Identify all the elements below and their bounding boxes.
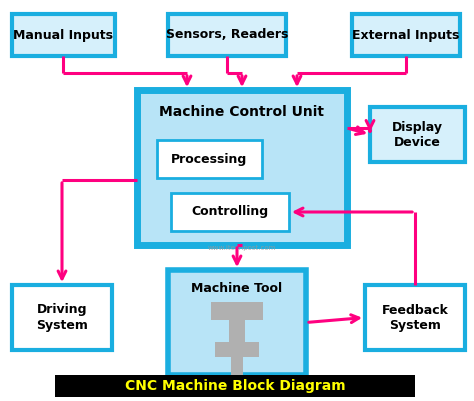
Bar xyxy=(168,14,286,56)
Text: Machine Control Unit: Machine Control Unit xyxy=(159,105,325,119)
Text: CNC Machine Block Diagram: CNC Machine Block Diagram xyxy=(125,379,346,393)
Text: Processing: Processing xyxy=(172,152,247,166)
Bar xyxy=(55,375,415,397)
Text: External Inputs: External Inputs xyxy=(352,28,460,41)
Bar xyxy=(12,14,115,56)
Bar xyxy=(211,302,263,320)
Bar xyxy=(352,14,460,56)
Bar xyxy=(168,270,306,375)
Bar xyxy=(229,320,245,342)
Text: Controlling: Controlling xyxy=(191,205,269,219)
Text: Manual Inputs: Manual Inputs xyxy=(13,28,113,41)
Bar xyxy=(370,107,465,162)
Text: Driving
System: Driving System xyxy=(36,304,88,332)
Bar xyxy=(231,357,243,375)
Bar xyxy=(157,140,262,178)
Bar xyxy=(365,285,465,350)
Text: Feedback
System: Feedback System xyxy=(382,304,448,332)
Bar xyxy=(209,375,265,389)
Bar xyxy=(215,342,259,357)
Text: www.itechpost.com: www.itechpost.com xyxy=(208,245,276,251)
Bar xyxy=(12,285,112,350)
Text: Sensors, Readers: Sensors, Readers xyxy=(166,28,288,41)
Bar xyxy=(171,193,289,231)
Text: Display
Device: Display Device xyxy=(392,120,443,148)
Text: Machine Tool: Machine Tool xyxy=(191,282,283,294)
Bar xyxy=(137,90,347,245)
